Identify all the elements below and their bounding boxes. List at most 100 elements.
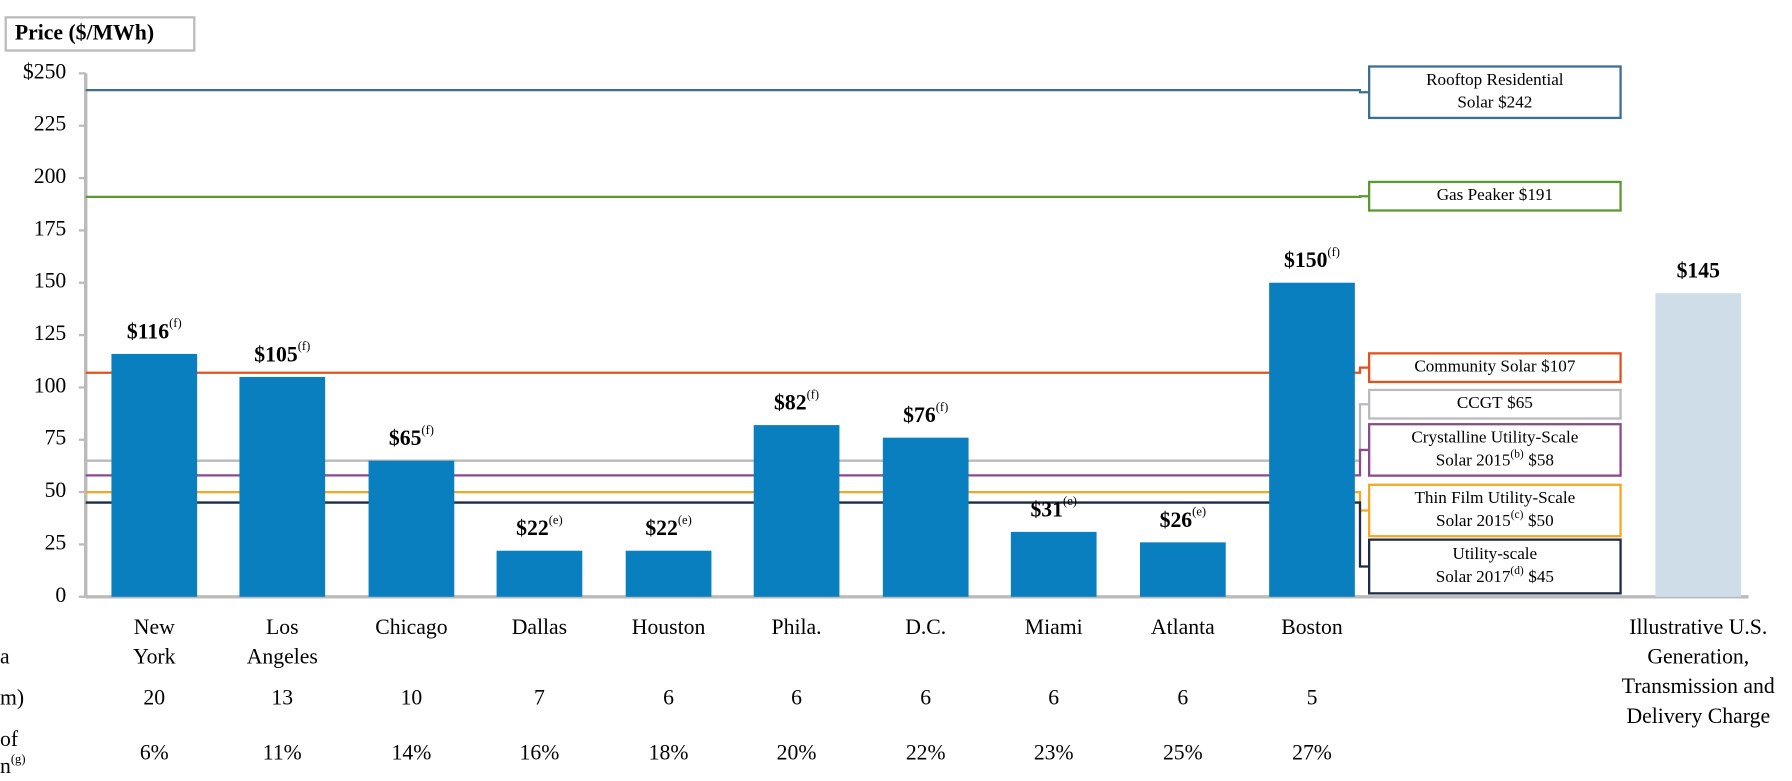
row-value: 27%	[1292, 740, 1332, 764]
value-label: $22(e)	[516, 513, 563, 540]
row-value: 22%	[906, 740, 946, 764]
value-note: (f)	[936, 400, 949, 414]
y-tick-label: 175	[34, 216, 67, 240]
value-text: $76	[903, 403, 936, 427]
reference-note: (b)	[1510, 448, 1524, 460]
value-label: $76(f)	[903, 400, 948, 427]
x-tick-label: Illustrative U.S.	[1629, 615, 1767, 639]
value-text: $150	[1284, 248, 1328, 272]
row-label: n(g)	[0, 752, 26, 778]
x-tick-label: Miami	[1025, 615, 1083, 639]
row-value: 23%	[1034, 740, 1074, 764]
row-value: 6	[920, 686, 931, 710]
x-tick-label: York	[133, 644, 176, 668]
reference-label: Solar 2017(d) $45	[1436, 565, 1554, 586]
row-value: 11%	[263, 740, 302, 764]
bar	[368, 460, 455, 597]
x-tick-label: Los	[266, 615, 299, 639]
reference-name: Utility-scale	[1453, 544, 1538, 563]
reference-line	[85, 366, 1370, 374]
reference-name: Community Solar	[1414, 357, 1537, 376]
x-tick-label: Generation,	[1647, 644, 1749, 668]
bar	[882, 437, 969, 597]
row-value: 25%	[1163, 740, 1203, 764]
row-value: 18%	[649, 740, 689, 764]
reference-name: Gas Peaker	[1437, 185, 1515, 204]
reference-line	[85, 501, 1370, 568]
title-box	[4, 16, 196, 52]
reference-box	[1367, 180, 1622, 212]
row-label: m)	[0, 686, 24, 710]
reference-box	[1367, 483, 1622, 538]
y-tick-label: 25	[45, 530, 67, 554]
reference-name: Solar 2015	[1436, 511, 1511, 530]
value-note: (e)	[549, 513, 563, 527]
reference-line	[85, 403, 1370, 462]
y-axis-title: Price ($/MWh)	[15, 20, 154, 44]
bar	[1140, 542, 1226, 597]
row-value: 20	[143, 686, 165, 710]
x-tick-label: Phila.	[772, 615, 822, 639]
x-tick-label: Chicago	[375, 615, 447, 639]
x-tick-label: New	[134, 615, 175, 639]
row-value: 5	[1307, 686, 1318, 710]
bar	[1269, 282, 1355, 597]
x-tick-label: Boston	[1281, 615, 1343, 639]
y-tick-label: $250	[23, 59, 67, 83]
row-label-text: m)	[0, 686, 24, 710]
y-tick-label: 100	[34, 373, 67, 397]
reference-line	[85, 490, 1370, 512]
value-label: $65(f)	[389, 423, 434, 450]
y-tick-label: 75	[45, 426, 67, 450]
reference-label: Solar 2015(c) $50	[1436, 509, 1554, 530]
value-label: $31(e)	[1030, 494, 1077, 521]
row-value: 20%	[777, 740, 817, 764]
bar	[239, 376, 326, 597]
value-text: $22	[645, 516, 678, 540]
reference-label: Crystalline Utility-Scale	[1411, 427, 1578, 446]
value-text: $26	[1160, 508, 1193, 532]
value-text: $145	[1677, 259, 1721, 283]
x-tick-label: Houston	[632, 615, 706, 639]
value-label: $145	[1677, 259, 1721, 283]
reference-name: Rooftop Residential	[1426, 70, 1564, 89]
value-label: $116(f)	[127, 316, 182, 343]
row-label-text: of	[0, 727, 19, 751]
row-value: 6	[1177, 686, 1188, 710]
reference-label: Thin Film Utility-Scale	[1414, 488, 1575, 507]
x-tick-label: Transmission and	[1622, 674, 1775, 698]
reference-value: $58	[1528, 450, 1554, 469]
y-tick-label: 225	[34, 112, 67, 136]
row-value: 13	[271, 686, 293, 710]
bar	[625, 550, 712, 597]
value-note: (f)	[1327, 245, 1340, 259]
bar	[111, 353, 198, 597]
y-tick-label: 150	[34, 269, 67, 293]
x-tick-label: Atlanta	[1151, 615, 1215, 639]
bar	[1655, 293, 1742, 597]
value-note: (f)	[807, 387, 820, 401]
value-label: $105(f)	[254, 339, 310, 366]
y-tick-label: 125	[34, 321, 67, 345]
row-value: 6	[663, 686, 674, 710]
x-tick-label: Angeles	[247, 644, 318, 668]
x-tick-label: D.C.	[905, 615, 946, 639]
value-label: $26(e)	[1160, 505, 1207, 532]
value-label: $82(f)	[774, 387, 819, 414]
reference-box	[1367, 388, 1622, 420]
reference-value: $242	[1498, 93, 1532, 112]
row-note: (g)	[11, 752, 26, 766]
reference-name: Solar 2017	[1436, 567, 1511, 586]
value-note: (f)	[298, 339, 311, 353]
reference-label: Solar 2015(b) $58	[1436, 448, 1554, 469]
row-value: 6%	[140, 740, 169, 764]
row-value: 6	[791, 686, 802, 710]
bar	[496, 550, 583, 597]
reference-box	[1367, 538, 1622, 595]
bar	[1010, 531, 1097, 597]
reference-value: $50	[1528, 511, 1554, 530]
reference-name: Solar 2015	[1436, 450, 1511, 469]
reference-note: (d)	[1510, 565, 1524, 577]
reference-box	[1367, 352, 1622, 384]
